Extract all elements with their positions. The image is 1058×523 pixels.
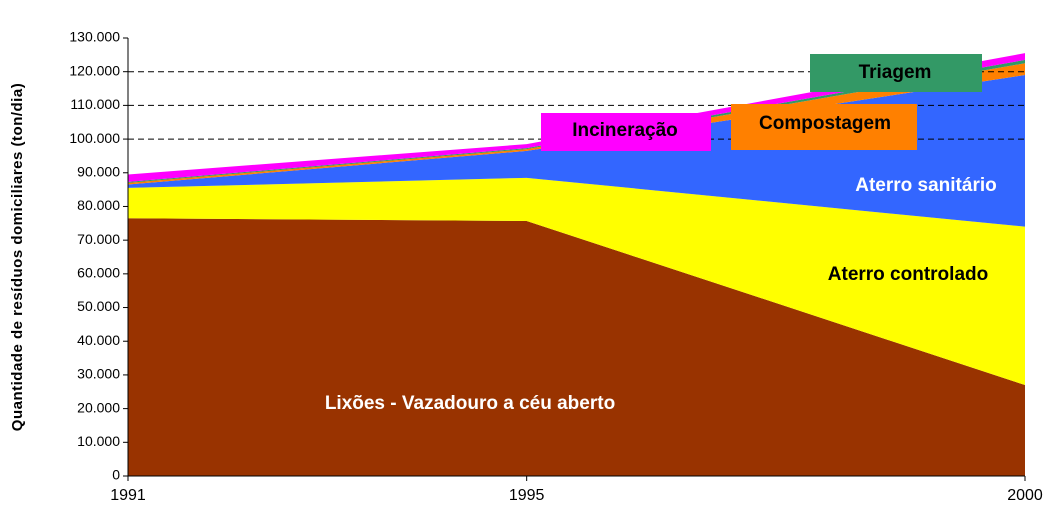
label-box bbox=[731, 104, 917, 150]
y-tick-label: 50.000 bbox=[77, 298, 120, 314]
y-tick-label: 40.000 bbox=[77, 332, 120, 348]
y-tick-label: 30.000 bbox=[77, 366, 120, 382]
series-label: Incineração bbox=[572, 120, 678, 141]
x-tick-label: 1991 bbox=[110, 487, 146, 504]
series-label: Compostagem bbox=[759, 113, 891, 134]
label-box bbox=[541, 113, 711, 151]
area bbox=[128, 218, 1025, 476]
area bbox=[128, 177, 1025, 386]
y-tick-label: 90.000 bbox=[77, 163, 120, 179]
x-tick-label: 2000 bbox=[1007, 487, 1043, 504]
series-label: Lixões - Vazadouro a céu aberto bbox=[325, 393, 615, 414]
area bbox=[128, 53, 1025, 182]
y-tick-label: 20.000 bbox=[77, 399, 120, 415]
y-axis-label: Quantidade de resíduos domiciliares (ton… bbox=[9, 83, 26, 431]
y-tick-label: 70.000 bbox=[77, 231, 120, 247]
y-tick-label: 120.000 bbox=[69, 62, 120, 78]
series-label: Aterro sanitário bbox=[855, 175, 996, 196]
y-tick-label: 60.000 bbox=[77, 265, 120, 281]
y-tick-label: 130.000 bbox=[69, 29, 120, 45]
x-tick-label: 1995 bbox=[509, 487, 545, 504]
y-tick-label: 80.000 bbox=[77, 197, 120, 213]
y-tick-label: 10.000 bbox=[77, 433, 120, 449]
series-label: Aterro controlado bbox=[828, 264, 988, 285]
y-tick-label: 100.000 bbox=[69, 130, 120, 146]
series-label: Triagem bbox=[859, 62, 932, 83]
label-box bbox=[810, 54, 982, 92]
y-tick-label: 110.000 bbox=[70, 96, 120, 112]
y-tick-label: 0 bbox=[112, 467, 120, 483]
